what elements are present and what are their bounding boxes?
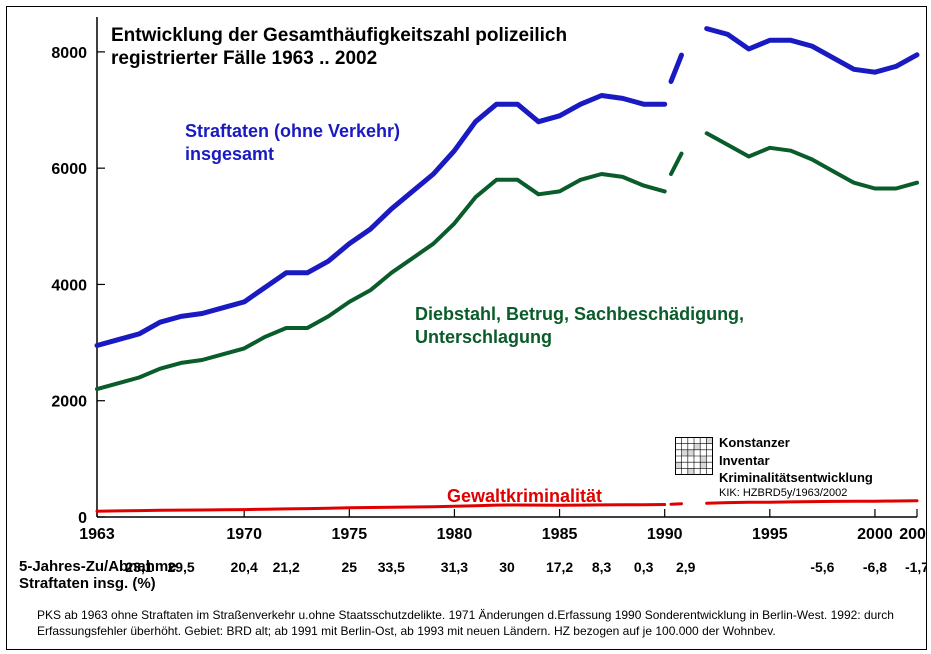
pct-value: 25 <box>342 559 358 575</box>
pct-value: -6,8 <box>863 559 887 575</box>
series-theft-pre <box>97 174 665 389</box>
title-line: Entwicklung der Gesamthäufigkeitszahl po… <box>111 25 567 46</box>
series-total-gap-dash <box>671 55 682 81</box>
pct-value: 33,5 <box>378 559 405 575</box>
chart-frame: 0 2000 4000 6000 8000 1963 1970 1975 1980 1985 199… <box>6 6 927 650</box>
pct-value: 2,9 <box>676 559 696 575</box>
pct-value: 20,4 <box>231 559 258 575</box>
kik-line: Inventar <box>719 453 770 468</box>
y-tick-label: 6000 <box>51 161 87 178</box>
series-theft-post <box>707 133 917 188</box>
y-tick-label: 8000 <box>51 45 87 62</box>
pct-value: 31,3 <box>441 559 468 575</box>
x-tick-label: 1985 <box>542 526 578 543</box>
pct-value: 17,2 <box>546 559 573 575</box>
pct-label-line: Straftaten insg. (%) <box>19 575 156 592</box>
pct-value: -5,6 <box>810 559 834 575</box>
series-label-line: insgesamt <box>185 144 274 164</box>
x-tick-label: 1980 <box>437 526 473 543</box>
x-tick-label: 2000 <box>857 526 893 543</box>
series-violent-post <box>707 501 917 504</box>
kik-line: Kriminalitätsentwicklung <box>719 470 873 485</box>
footnote-line: Erfassungsfehler überhöht. Gebiet: BRD a… <box>37 624 776 638</box>
series-violent-gap-dash <box>671 504 682 505</box>
series-label-violent: Gewaltkriminalität <box>447 485 602 508</box>
footnote: PKS ab 1963 ohne Straftaten im Straßenve… <box>37 607 894 639</box>
x-tick-label: 1963 <box>79 526 115 543</box>
x-tick-label: 1970 <box>226 526 262 543</box>
kik-source: KIK: HZBRD5y/1963/2002 <box>719 487 847 499</box>
kik-logo-icon <box>675 437 713 475</box>
y-tick-label: 0 <box>78 510 87 527</box>
pct-value: 8,3 <box>592 559 612 575</box>
x-tick-label: 1975 <box>332 526 368 543</box>
x-tick-label: 2002 <box>899 526 926 543</box>
series-label-line: Straftaten (ohne Verkehr) <box>185 121 400 141</box>
series-label-theft: Diebstahl, Betrug, Sachbeschädigung, Unte… <box>415 303 744 348</box>
y-tick-label: 2000 <box>51 394 87 411</box>
pct-value: 0,3 <box>634 559 654 575</box>
title-line: registrierter Fälle 1963 .. 2002 <box>111 48 377 69</box>
series-label-line: Gewaltkriminalität <box>447 486 602 506</box>
series-label-line: Unterschlagung <box>415 327 552 347</box>
y-tick-label: 4000 <box>51 277 87 294</box>
pct-row-label: 5-Jahres-Zu/Abnahme Straftaten insg. (%) <box>19 558 177 592</box>
chart-title: Entwicklung der Gesamthäufigkeitszahl po… <box>109 23 569 73</box>
series-label-total: Straftaten (ohne Verkehr) insgesamt <box>185 120 400 165</box>
series-total-post <box>707 29 917 73</box>
x-tick-label: 1990 <box>647 526 683 543</box>
series-theft-gap-dash <box>671 154 682 174</box>
pct-value: 30 <box>499 559 515 575</box>
kik-text: Konstanzer Inventar Kriminalitätsentwicklu… <box>719 434 873 487</box>
kik-line: Konstanzer <box>719 435 790 450</box>
footnote-line: PKS ab 1963 ohne Straftaten im Straßenve… <box>37 608 894 622</box>
series-label-line: Diebstahl, Betrug, Sachbeschädigung, <box>415 304 744 324</box>
pct-label-line: 5-Jahres-Zu/Abnahme <box>19 558 177 575</box>
pct-value: 21,2 <box>273 559 300 575</box>
x-tick-label: 1995 <box>752 526 788 543</box>
pct-value: -1,7 <box>905 559 926 575</box>
